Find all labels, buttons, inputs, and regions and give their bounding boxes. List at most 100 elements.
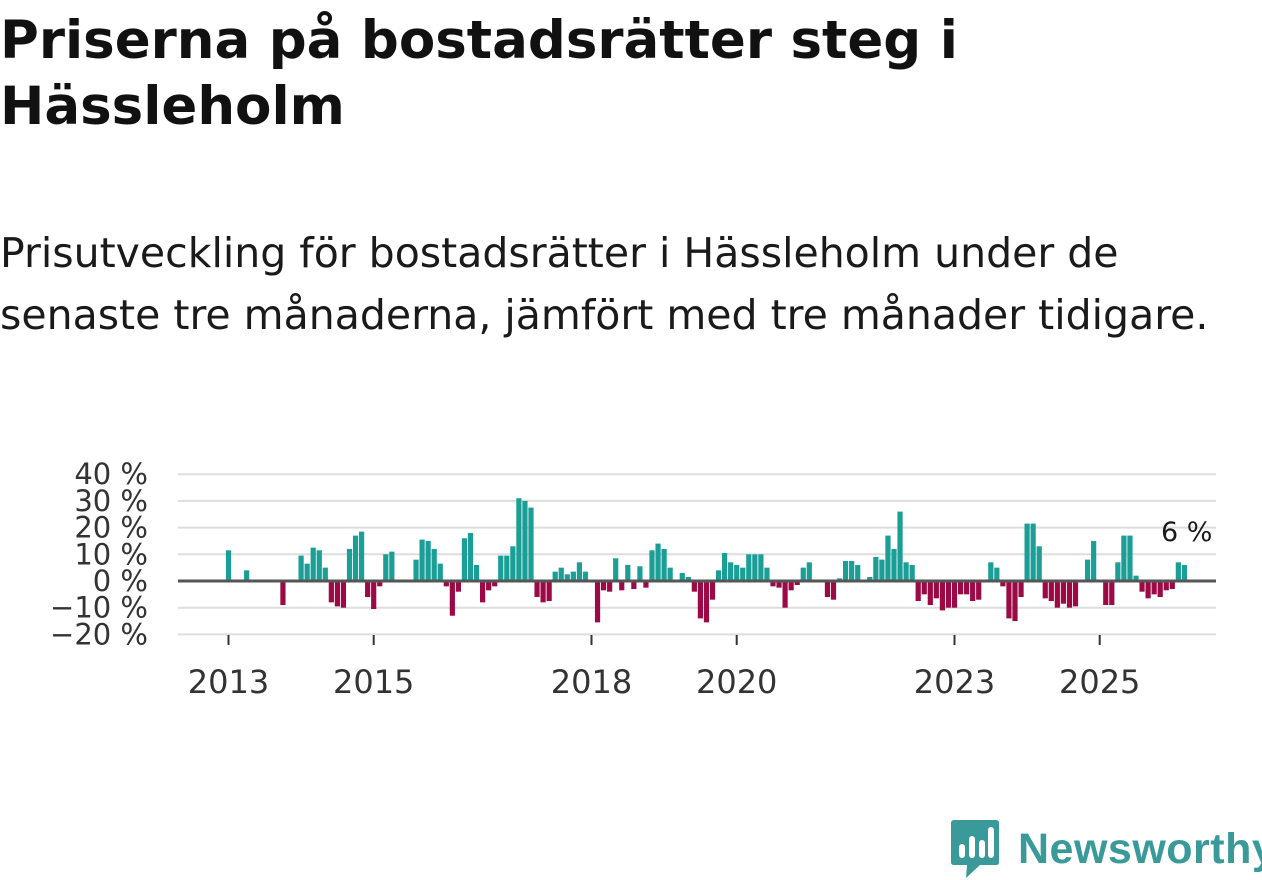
bar [903,562,909,581]
page-subtitle: Prisutveckling för bostadsrätter i Hässl… [0,229,1209,339]
bar [1054,581,1060,608]
bar [510,546,516,581]
bar [776,581,782,588]
bar [843,560,849,581]
bar [909,564,915,581]
y-tick-label: 40 % [74,457,148,491]
bar [594,581,601,623]
bar [921,581,927,595]
bar [413,559,419,581]
bar [964,581,970,595]
bar [1012,581,1018,622]
bar [1163,581,1169,591]
y-tick-label: 10 % [74,537,148,571]
bar [1127,535,1133,581]
bar [867,577,873,581]
bar [1036,546,1042,581]
bar [1042,581,1048,599]
bar [244,570,250,581]
y-tick-label: 0 % [93,564,148,598]
bar [891,548,897,581]
bar [1018,581,1024,598]
bar [855,564,861,581]
bar [728,562,734,581]
bar [1103,581,1109,606]
bar [879,559,885,581]
bar [298,555,304,581]
bar [649,550,655,581]
bar [316,550,322,581]
bar [697,581,703,619]
bar [419,539,425,581]
bar [800,567,806,581]
bar [933,581,939,599]
bar [371,581,377,610]
bar [534,581,540,598]
bar [352,535,359,581]
bar [782,581,788,608]
bar [607,581,613,592]
bar [1085,559,1091,581]
bar [679,572,685,581]
bar [389,551,395,581]
price-change-bar-chart: 40 %30 %20 %10 %0 %−10 %−20 % 2013 2015 20… [50,457,1216,700]
bar [437,563,443,581]
x-tick-label: 2023 [914,663,995,700]
bar [988,562,994,581]
bar [970,581,976,602]
bar [576,562,582,581]
bar [619,581,625,591]
bar [1006,581,1012,619]
bar [528,507,534,581]
bar [504,555,510,581]
bar [794,581,800,585]
bar [1072,581,1079,607]
bar [1157,581,1163,598]
bar [564,574,570,581]
bar [830,581,837,600]
last-value-label: 6 % [1161,517,1212,548]
x-tick-label: 2018 [551,663,632,700]
x-tick-label: 2020 [696,663,777,700]
x-tick-label: 2013 [188,663,269,700]
bar [625,564,631,581]
y-tick-label: −20 % [50,617,148,651]
bar [734,564,740,581]
newsworthy-logo: Newsworthy [950,818,1262,880]
bar [806,562,812,581]
bar [328,581,334,603]
bar [788,581,794,591]
bar [425,540,431,581]
bar [637,566,643,581]
bar [1175,562,1181,581]
bar [1109,581,1115,606]
bar [304,563,310,581]
bar [661,548,667,581]
bar [480,581,486,603]
bar [994,567,1000,581]
bar [1181,564,1187,581]
bar [310,547,316,582]
bar [1139,581,1145,592]
bar [945,581,952,608]
bar [1000,581,1006,587]
bar [431,548,437,581]
bar [691,581,697,592]
bar [1169,581,1175,590]
bar [377,581,383,587]
bar [897,511,903,581]
page-title: Priserna på bostadsrätter steg i Hässleh… [0,10,958,137]
bar [951,581,958,608]
bar [746,554,752,581]
bar [601,581,607,591]
bar [770,581,776,587]
bar [359,531,365,581]
bar [546,581,552,602]
bar [1145,581,1151,599]
bar [582,571,589,581]
bar [885,535,891,581]
brand-name: Newsworthy [1018,824,1262,873]
bar [667,567,673,581]
bar [1091,540,1097,581]
bar [957,581,964,595]
